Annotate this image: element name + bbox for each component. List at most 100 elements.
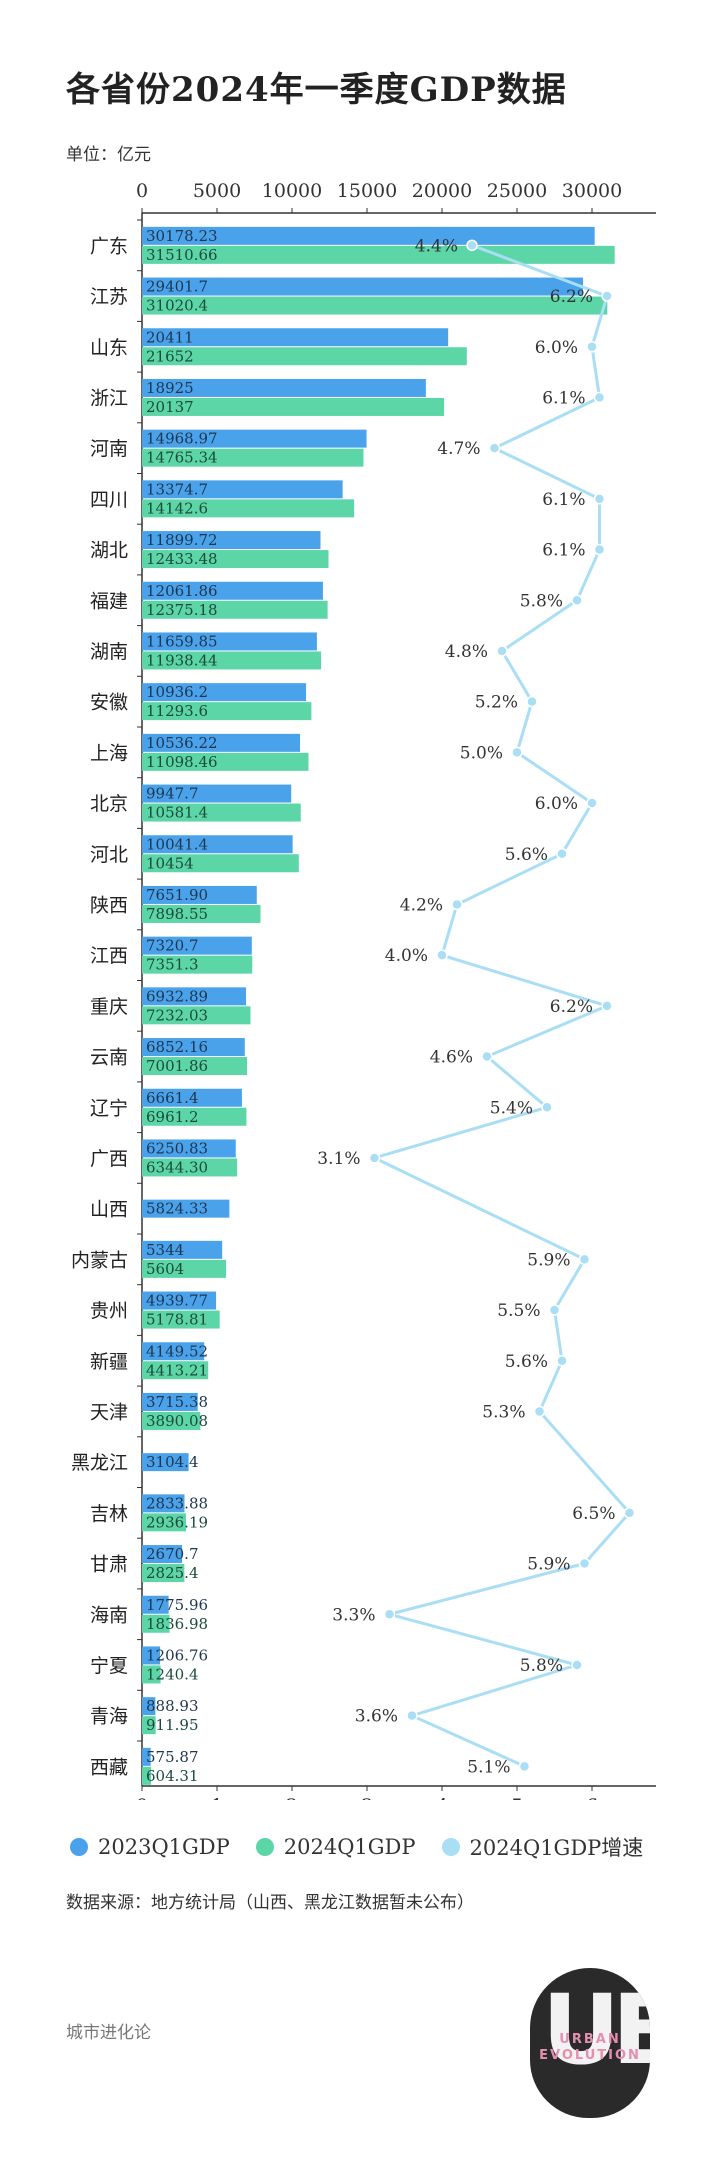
growth-point <box>488 442 501 454</box>
bar-2023-label: 14968.97 <box>146 430 218 448</box>
category-label: 宁夏 <box>90 1655 128 1677</box>
bar-2023 <box>142 1342 205 1361</box>
footer-brand: 城市进化论 <box>66 2023 151 2043</box>
bar-2023-label: 888.93 <box>146 1697 199 1715</box>
category-label: 湖北 <box>90 540 128 562</box>
bar-2023 <box>142 1545 183 1564</box>
bar-2024 <box>142 955 253 974</box>
bar-2023 <box>142 1494 185 1513</box>
bar-2024 <box>142 854 299 873</box>
legend-label-2024: 2024Q1GDP <box>283 1835 416 1859</box>
bottom-tick-label: 4 <box>436 1795 448 1800</box>
bar-2023-label: 4149.52 <box>146 1342 208 1360</box>
growth-point <box>518 1760 531 1773</box>
growth-point <box>533 1405 546 1418</box>
bar-2023 <box>142 936 252 955</box>
bar-2024 <box>142 1107 247 1126</box>
growth-label: 5.8% <box>520 591 563 611</box>
category-label: 新疆 <box>90 1351 128 1373</box>
growth-point <box>511 746 523 759</box>
bar-2024-label: 6961.2 <box>146 1108 199 1126</box>
bar-2023 <box>142 683 307 702</box>
growth-point <box>496 645 508 657</box>
growth-point <box>481 1050 493 1063</box>
bar-2024 <box>142 1158 238 1177</box>
bar-2024-label: 1836.98 <box>146 1615 208 1633</box>
growth-point <box>541 1101 553 1113</box>
bar-2024-label: 911.95 <box>146 1716 199 1734</box>
bar-2023-label: 29401.7 <box>146 278 208 296</box>
top-tick-label: 25000 <box>487 180 547 202</box>
bar-2023 <box>142 1199 230 1218</box>
growth-label: 6.2% <box>550 287 593 307</box>
bar-2023-label: 575.87 <box>146 1748 199 1766</box>
bar-2023-label: 6932.89 <box>146 987 208 1005</box>
growth-label: 5.0% <box>460 743 503 763</box>
top-tick-label: 10000 <box>262 180 322 202</box>
category-label: 辽宁 <box>90 1097 128 1119</box>
bar-2024-label: 10581.4 <box>146 804 208 822</box>
bar-2024-label: 1240.4 <box>146 1665 199 1683</box>
growth-point <box>526 695 538 708</box>
growth-label: 6.0% <box>535 338 578 358</box>
legend-swatch-2023 <box>70 1838 88 1856</box>
category-label: 重庆 <box>90 996 128 1018</box>
bar-2024 <box>142 1259 227 1278</box>
growth-label: 5.1% <box>467 1757 510 1777</box>
bar-2023-label: 11899.72 <box>146 531 218 549</box>
bar-2024-label: 31020.4 <box>146 297 208 315</box>
legend-label-growth: 2024Q1GDP增速 <box>469 1836 644 1860</box>
growth-point <box>593 543 606 556</box>
bar-2024-label: 14142.6 <box>146 499 208 517</box>
bar-2024 <box>142 600 328 619</box>
legend-swatch-2024 <box>255 1838 274 1856</box>
bottom-tick-label: 0 <box>136 1795 148 1800</box>
bar-2023-label: 1775.96 <box>146 1596 208 1614</box>
bar-2023 <box>142 1392 198 1411</box>
bar-2023 <box>142 581 323 600</box>
growth-label: 6.0% <box>535 794 578 814</box>
bar-2023-label: 12061.86 <box>146 582 218 600</box>
legend-swatch-growth <box>441 1838 460 1856</box>
bar-2024-label: 14765.34 <box>146 449 218 467</box>
growth-label: 5.6% <box>505 1352 548 1372</box>
bar-2023-label: 30178.23 <box>146 227 218 245</box>
category-label: 陕西 <box>90 894 128 916</box>
growth-point <box>368 1152 381 1164</box>
bar-2023 <box>142 1747 151 1766</box>
bar-2023-label: 10536.22 <box>146 734 218 752</box>
growth-label: 5.3% <box>482 1402 525 1422</box>
bar-2023-label: 2670.7 <box>146 1545 199 1563</box>
brand-logo: UE URBAN EVOLUTION <box>530 1968 650 2118</box>
growth-label: 4.0% <box>385 946 428 966</box>
bar-2024-label: 7898.55 <box>146 905 208 923</box>
category-label: 广西 <box>90 1148 128 1170</box>
growth-point <box>593 391 606 404</box>
growth-label: 6.5% <box>572 1504 615 1524</box>
bar-2024-label: 20137 <box>146 398 194 416</box>
bar-2023 <box>142 429 367 448</box>
growth-label: 4.2% <box>400 895 443 915</box>
growth-point <box>383 1608 396 1620</box>
bar-2023 <box>142 1697 156 1716</box>
top-tick-label: 20000 <box>412 180 472 202</box>
growth-label: 3.3% <box>332 1605 375 1625</box>
bar-2023-label: 7651.90 <box>146 886 208 904</box>
bar-2023-label: 6250.83 <box>146 1139 208 1157</box>
growth-label: 5.6% <box>505 845 548 865</box>
top-tick-label: 5000 <box>193 180 241 202</box>
category-label: 福建 <box>90 590 128 612</box>
bar-2023-label: 2833.88 <box>146 1494 208 1512</box>
growth-point <box>548 1304 561 1316</box>
bar-2024 <box>142 550 329 569</box>
bar-2024 <box>142 1006 251 1025</box>
growth-label: 6.2% <box>550 997 593 1017</box>
bar-2024-label: 6344.30 <box>146 1158 208 1176</box>
growth-point <box>571 594 583 606</box>
category-label: 上海 <box>90 742 128 764</box>
category-label: 江苏 <box>90 286 128 308</box>
bar-2024-label: 7351.3 <box>146 956 199 974</box>
bottom-tick-label: 2 <box>286 1795 298 1800</box>
category-label: 西藏 <box>90 1756 128 1778</box>
bar-2024-label: 2825.4 <box>146 1564 199 1582</box>
